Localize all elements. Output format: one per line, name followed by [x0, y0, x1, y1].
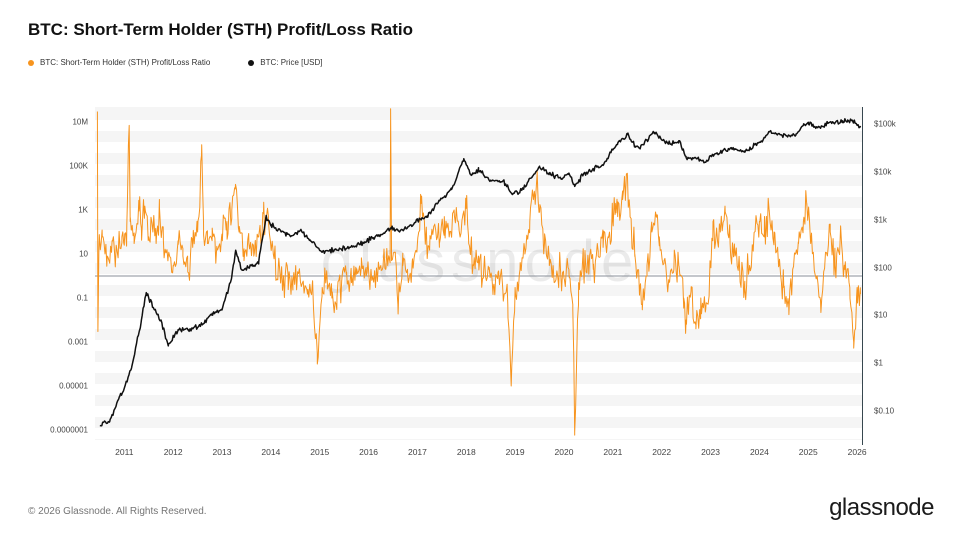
x-axis-tick: 2018 — [456, 447, 476, 457]
x-axis-tick: 2023 — [701, 447, 721, 457]
left-axis-tick: 1K — [78, 205, 88, 215]
footer-copyright: © 2026 Glassnode. All Rights Reserved. — [28, 506, 207, 517]
x-axis-tick: 2015 — [310, 447, 330, 457]
chart-plot-area[interactable] — [95, 107, 862, 440]
x-axis-tick: 2012 — [163, 447, 183, 457]
left-axis-tick: 10M — [72, 117, 88, 127]
x-axis-tick: 2013 — [212, 447, 232, 457]
left-axis-tick: 0.001 — [67, 337, 88, 347]
right-axis-tick: $1 — [874, 358, 883, 368]
left-axis-tick: 0.00001 — [59, 381, 88, 391]
x-axis-tick: 2014 — [261, 447, 281, 457]
x-axis-tick: 2016 — [359, 447, 379, 457]
legend-label: BTC: Short-Term Holder (STH) Profit/Loss… — [40, 58, 211, 67]
legend-item-btc-price[interactable]: BTC: Price [USD] — [248, 58, 323, 67]
left-axis-tick: 0.0000001 — [50, 425, 88, 435]
x-axis-tick: 2024 — [749, 447, 769, 457]
left-axis-tick: 0.1 — [76, 293, 88, 303]
x-axis-tick: 2025 — [798, 447, 818, 457]
right-axis-tick: $100 — [874, 263, 892, 273]
x-axis-tick: 2021 — [603, 447, 623, 457]
btc-price-legend-dot-icon — [248, 59, 255, 66]
x-axis-tick: 2020 — [554, 447, 574, 457]
chart-legend: BTC: Short-Term Holder (STH) Profit/Loss… — [28, 58, 323, 67]
x-axis-tick: 2022 — [652, 447, 672, 457]
btc-price-series-line — [99, 118, 862, 427]
x-axis-tick: 2011 — [115, 447, 134, 457]
right-axis-tick: $0.10 — [874, 406, 895, 416]
x-axis-tick: 2017 — [407, 447, 427, 457]
page-title: BTC: Short-Term Holder (STH) Profit/Loss… — [28, 20, 414, 39]
x-axis-tick: 2019 — [505, 447, 525, 457]
right-axis-tick: $10k — [874, 167, 892, 177]
sth-ratio-series-line — [96, 108, 861, 436]
plot-background-bands — [95, 107, 862, 440]
sth-ratio-legend-dot-icon — [28, 59, 34, 66]
right-axis-tick: $10 — [874, 310, 888, 320]
legend-label: BTC: Price [USD] — [260, 58, 323, 67]
legend-item-sth-ratio[interactable]: BTC: Short-Term Holder (STH) Profit/Loss… — [28, 58, 210, 67]
right-axis-tick: $1k — [874, 215, 887, 225]
right-axis-line — [862, 107, 863, 445]
left-axis-tick: 100K — [69, 161, 88, 171]
glassnode-logo: glassnode — [829, 494, 934, 521]
left-axis-tick: 10 — [79, 249, 88, 259]
right-axis-tick: $100k — [874, 119, 896, 129]
x-axis-tick: 2026 — [847, 447, 867, 457]
